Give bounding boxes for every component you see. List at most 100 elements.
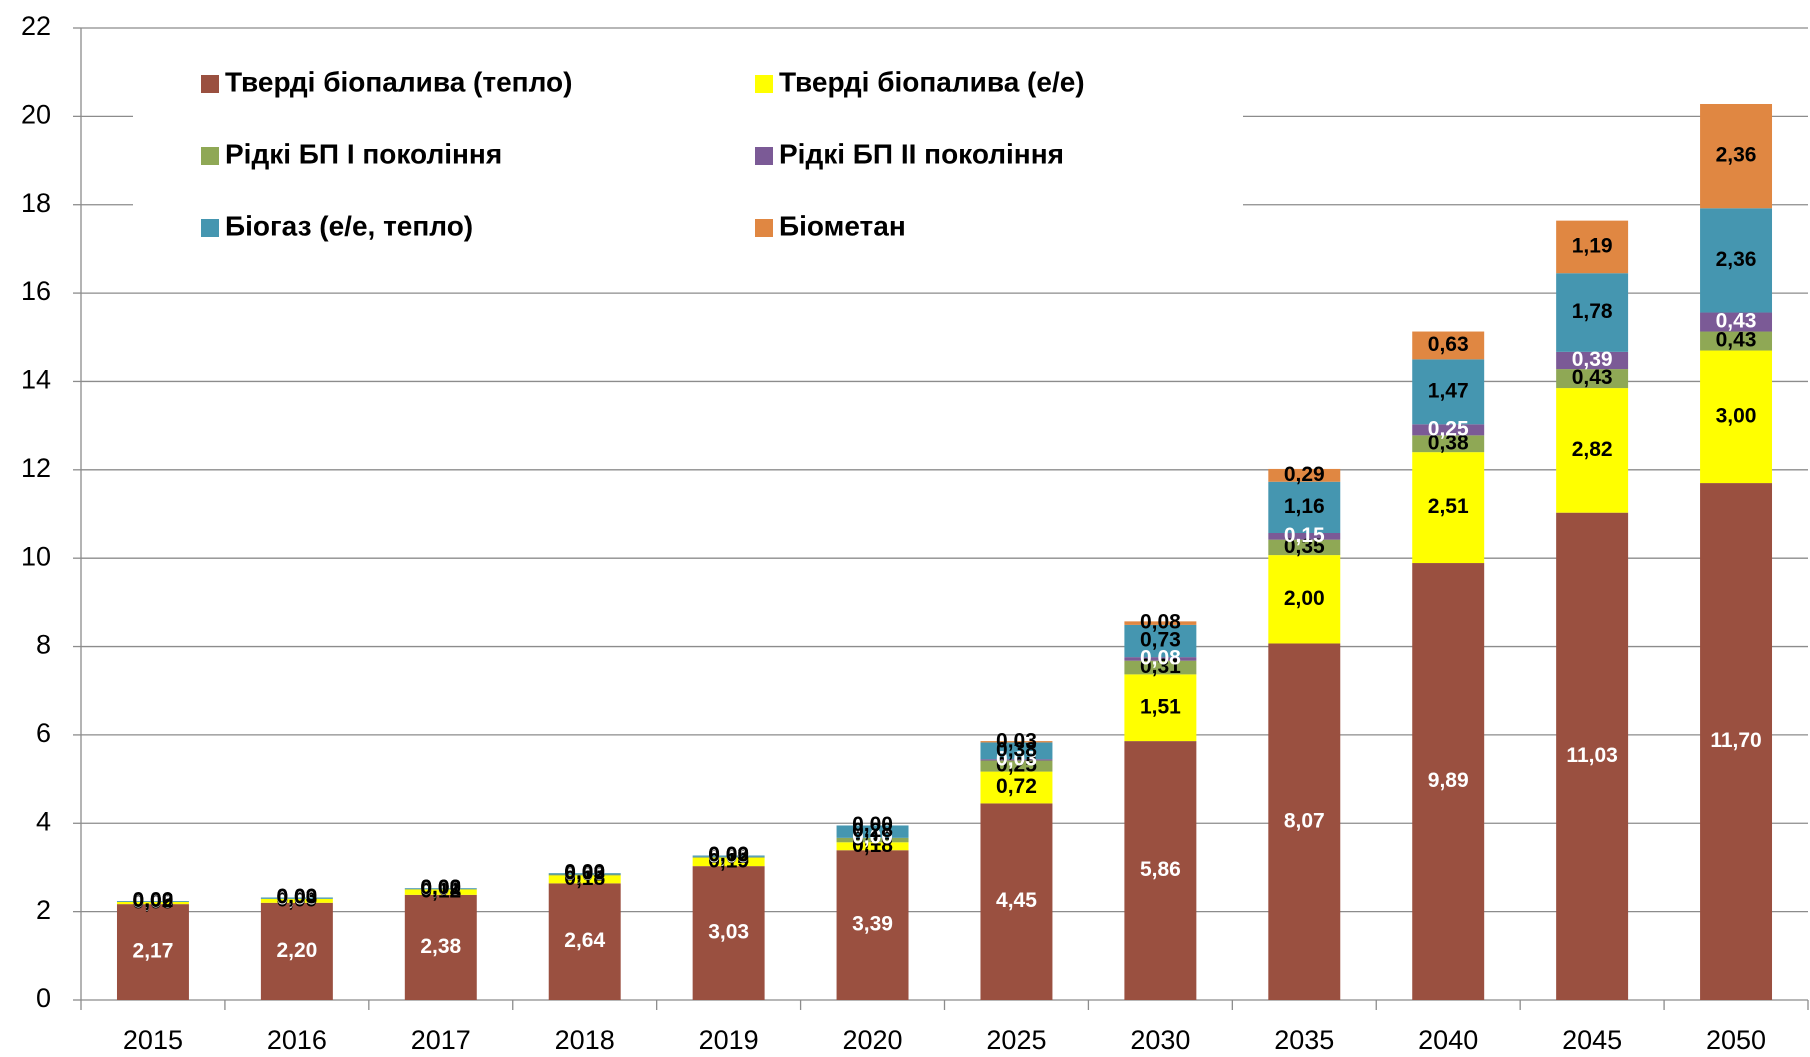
x-tick-label: 2015 (123, 1025, 183, 1055)
bar-segment (692, 857, 765, 867)
x-tick-label: 2019 (699, 1025, 759, 1055)
bar-segment (1412, 359, 1485, 425)
y-tick-label: 2 (36, 895, 51, 925)
data-label: 0,00 (708, 844, 749, 867)
bar-segment (1124, 660, 1197, 675)
bar-segment (260, 898, 333, 903)
bar-segment (1556, 273, 1629, 352)
data-label: 0,00 (852, 825, 893, 848)
legend-swatch (201, 147, 219, 165)
x-tick-label: 2045 (1562, 1025, 1622, 1055)
data-label: 5,86 (1140, 858, 1181, 881)
data-label: 2,36 (1716, 248, 1757, 271)
data-label: 0,00 (133, 889, 174, 912)
data-label: 2,51 (1428, 495, 1469, 518)
bar-segment (1268, 539, 1341, 556)
data-label: 0,03 (996, 729, 1037, 752)
data-label: 0,02 (708, 845, 749, 868)
data-label: 0,00 (708, 843, 749, 866)
bar-segment (692, 866, 765, 1000)
bar-segment (980, 771, 1053, 804)
data-label: 0,00 (420, 876, 461, 899)
bar-segment (1700, 312, 1773, 332)
data-label: 0,12 (420, 880, 461, 903)
bar-segment (1268, 555, 1341, 644)
data-label: 0,00 (276, 886, 317, 909)
data-label: 0,00 (564, 862, 605, 885)
data-label: 3,03 (708, 921, 749, 944)
data-label: 0,02 (133, 889, 174, 912)
y-tick-label: 14 (21, 365, 51, 395)
legend-swatch (201, 219, 219, 237)
bar-segment (548, 874, 621, 876)
x-tick-label: 2016 (267, 1025, 327, 1055)
data-label: 0,00 (852, 813, 893, 836)
legend-swatch (755, 147, 773, 165)
bar-segment (1556, 351, 1629, 370)
data-label: 0,00 (276, 886, 317, 909)
data-label: 0,35 (1284, 535, 1325, 558)
bar-segment (404, 888, 477, 890)
data-label: 0,43 (1716, 310, 1757, 333)
legend-swatch (755, 75, 773, 93)
data-label: 2,82 (1572, 438, 1613, 461)
data-label: 8,07 (1284, 809, 1325, 832)
legend-box (133, 46, 1243, 260)
bar-segment (1268, 468, 1341, 482)
data-label: 0,39 (1572, 348, 1613, 371)
data-label: 2,17 (133, 940, 174, 963)
data-label: 9,89 (1428, 769, 1469, 792)
bar-segment (1124, 741, 1197, 1000)
data-label: 0,00 (133, 889, 174, 912)
legend-swatch (755, 219, 773, 237)
legend-label: Тверді біопалива (тепло) (225, 66, 572, 97)
data-label: 0,72 (996, 775, 1037, 798)
x-tick-label: 2030 (1130, 1025, 1190, 1055)
data-label: 0,73 (1140, 629, 1181, 652)
bar-segment (692, 855, 765, 857)
x-tick-label: 2050 (1706, 1025, 1766, 1055)
bar-segment (980, 741, 1053, 743)
data-label: 0,02 (420, 876, 461, 899)
bar-segment (836, 850, 909, 1000)
data-label: 0,09 (276, 888, 317, 911)
bar-segment (1556, 369, 1629, 389)
data-label: 0,03 (276, 886, 317, 909)
x-tick-label: 2017 (411, 1025, 471, 1055)
data-label: 0,38 (996, 738, 1037, 761)
y-tick-label: 4 (36, 806, 51, 836)
bar-segment (1700, 103, 1773, 209)
data-label: 0,03 (564, 861, 605, 884)
data-label: 0,38 (1428, 431, 1469, 454)
bar-segment (980, 742, 1053, 760)
bar-segment (116, 904, 189, 1000)
x-tick-label: 2025 (986, 1025, 1046, 1055)
bar-segment (1412, 452, 1485, 564)
bar-segment (836, 825, 909, 838)
data-label: 3,39 (852, 913, 893, 936)
bar-segment (980, 803, 1053, 1000)
data-label: 1,19 (1572, 234, 1613, 257)
data-label: 0,19 (708, 849, 749, 872)
data-label: 1,16 (1284, 495, 1325, 518)
data-label: 0,00 (564, 861, 605, 884)
data-label: 0,03 (708, 844, 749, 867)
data-label: 0,63 (1428, 333, 1469, 356)
data-label: 0,43 (1572, 366, 1613, 389)
bar-segment (116, 901, 189, 902)
bar-segment (836, 842, 909, 851)
bar-segment (980, 759, 1053, 761)
data-label: 11,70 (1710, 729, 1761, 752)
data-label: 1,51 (1140, 695, 1181, 718)
y-tick-label: 12 (21, 453, 51, 483)
y-tick-label: 18 (21, 188, 51, 218)
data-label: 1,78 (1572, 300, 1613, 323)
x-tick-label: 2018 (555, 1025, 615, 1055)
data-label: 0,18 (852, 834, 893, 857)
bar-segment (548, 875, 621, 884)
bar-segment (1412, 424, 1485, 436)
data-label: 2,00 (1284, 587, 1325, 610)
bar-segment (548, 883, 621, 1000)
data-label: 0,43 (1716, 329, 1757, 352)
y-tick-label: 6 (36, 718, 51, 748)
